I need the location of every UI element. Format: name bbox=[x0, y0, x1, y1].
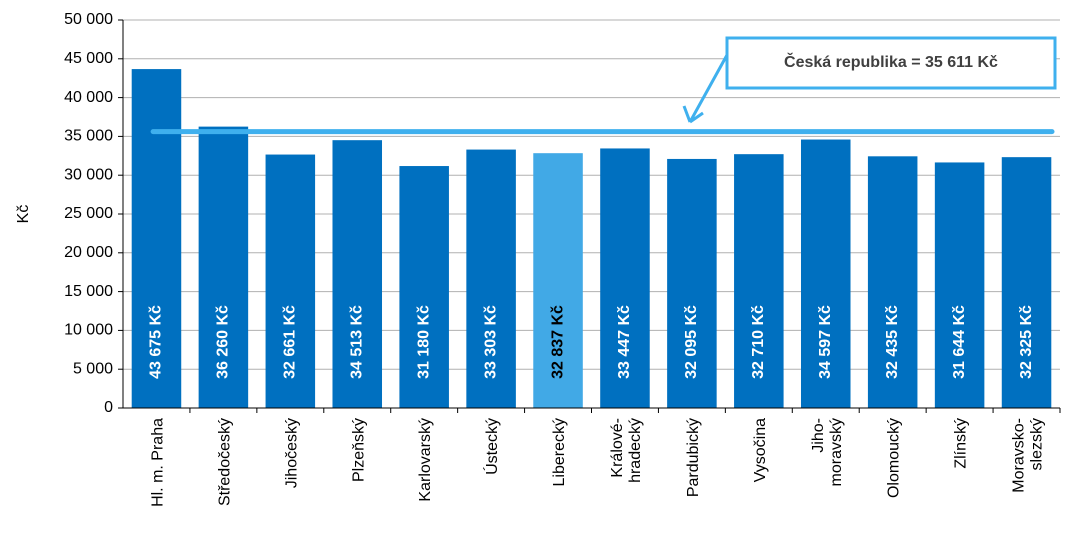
value-label: 33 303 Kč bbox=[482, 305, 499, 379]
x-tick-label-line: Hl. m. Praha bbox=[149, 418, 166, 507]
bar bbox=[198, 126, 249, 408]
bar bbox=[131, 69, 182, 408]
y-tick-label: 20 000 bbox=[64, 244, 113, 261]
x-tick-label-line: Ústecký bbox=[482, 418, 501, 475]
x-tick-label: Olomoucký bbox=[886, 418, 903, 498]
x-tick-label-line: moravský bbox=[828, 418, 845, 486]
bar bbox=[1001, 157, 1052, 408]
y-tick-label: 5 000 bbox=[73, 360, 113, 377]
x-tick-label-line: Jiho- bbox=[810, 418, 827, 453]
bar bbox=[533, 153, 583, 408]
y-tick-label: 45 000 bbox=[64, 50, 113, 67]
bar bbox=[265, 154, 316, 408]
x-tick-label: Středočeský bbox=[216, 418, 233, 506]
value-label: 32 325 Kč bbox=[1018, 305, 1035, 379]
value-label: 32 661 Kč bbox=[282, 305, 299, 379]
x-tick-label-line: Jihočeský bbox=[283, 418, 300, 488]
y-tick-label: 0 bbox=[104, 399, 113, 416]
x-tick-label-line: Karlovarský bbox=[417, 418, 434, 502]
bar bbox=[934, 162, 985, 408]
x-tick-label: Jiho-moravský bbox=[810, 418, 845, 486]
x-tick-label-line: Zlínský bbox=[953, 418, 970, 469]
y-tick-label: 15 000 bbox=[64, 283, 113, 300]
x-tick-label: Zlínský bbox=[953, 418, 970, 469]
value-label: 33 447 Kč bbox=[616, 305, 633, 379]
y-axis-label: Kč bbox=[15, 205, 32, 224]
value-label: 32 837 Kč bbox=[549, 305, 566, 379]
value-label: 31 180 Kč bbox=[415, 305, 432, 379]
value-label: 32 710 Kč bbox=[750, 305, 767, 379]
bar bbox=[332, 140, 383, 408]
x-tick-label-line: Vysočina bbox=[752, 418, 769, 482]
x-tick-label-line: Středočeský bbox=[216, 418, 233, 506]
value-label: 34 513 Kč bbox=[348, 305, 365, 379]
bar bbox=[867, 156, 918, 408]
x-tick-label: Liberecký bbox=[551, 418, 568, 486]
x-tick-label: Vysočina bbox=[752, 418, 769, 482]
value-label: 32 095 Kč bbox=[683, 305, 700, 379]
bar bbox=[667, 158, 717, 408]
x-tick-label: Moravsko-slezský bbox=[1011, 418, 1046, 493]
x-tick-label-line: Pardubický bbox=[685, 418, 702, 497]
annotation-arrow bbox=[682, 54, 729, 124]
x-tick-label-line: Liberecký bbox=[551, 418, 568, 486]
y-tick-label: 10 000 bbox=[64, 322, 113, 339]
x-tick-label: Hl. m. Praha bbox=[149, 418, 166, 507]
annotation-text: Česká republika = 35 611 Kč bbox=[784, 52, 998, 71]
x-tick-label-line: hradecký bbox=[627, 418, 644, 483]
y-tick-label: 50 000 bbox=[64, 11, 113, 28]
x-tick-label-line: Moravsko- bbox=[1011, 418, 1028, 493]
x-tick-label: Ústecký bbox=[482, 418, 501, 475]
y-tick-label: 30 000 bbox=[64, 166, 113, 183]
x-tick-label: Králové-hradecký bbox=[609, 418, 644, 483]
x-tick-label-line: Olomoucký bbox=[886, 418, 903, 498]
y-tick-label: 25 000 bbox=[64, 205, 113, 222]
bar bbox=[466, 149, 516, 408]
x-tick-label-line: Plzeňský bbox=[350, 418, 367, 482]
bar bbox=[734, 154, 784, 408]
x-tick-label-line: slezský bbox=[1029, 418, 1046, 470]
x-tick-label: Pardubický bbox=[685, 418, 702, 497]
value-label: 31 644 Kč bbox=[951, 305, 968, 379]
value-label: 34 597 Kč bbox=[817, 305, 834, 379]
bar bbox=[399, 166, 449, 408]
y-tick-label: 40 000 bbox=[64, 89, 113, 106]
x-tick-label: Karlovarský bbox=[417, 418, 434, 502]
bar bbox=[800, 139, 851, 408]
value-label: 43 675 Kč bbox=[148, 305, 165, 379]
x-tick-label-line: Králové- bbox=[609, 418, 626, 478]
bar bbox=[600, 148, 650, 408]
value-label: 36 260 Kč bbox=[215, 305, 232, 379]
x-tick-label: Jihočeský bbox=[283, 418, 300, 488]
annotation-box bbox=[725, 36, 1057, 90]
value-label: 32 435 Kč bbox=[884, 305, 901, 379]
y-tick-label: 35 000 bbox=[64, 128, 113, 145]
x-tick-label: Plzeňský bbox=[350, 418, 367, 482]
